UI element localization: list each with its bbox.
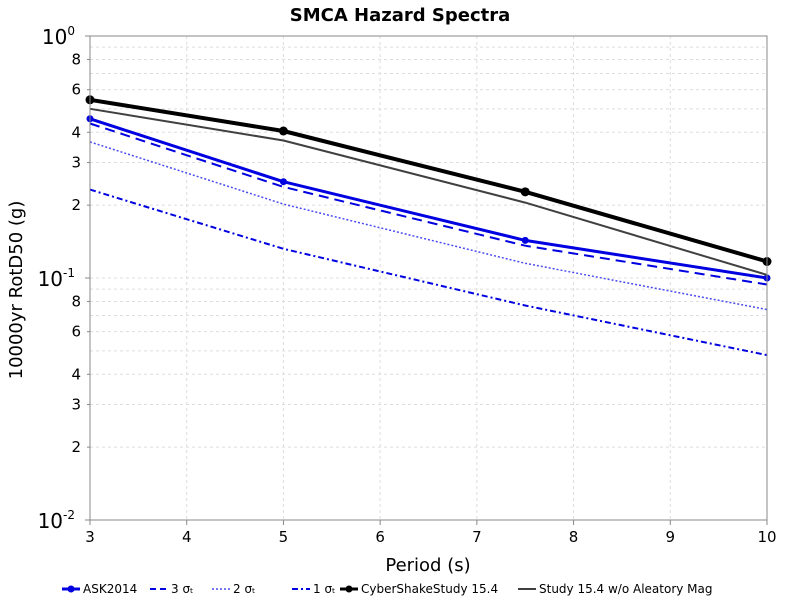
data-point-series-1	[279, 178, 287, 186]
y-minor-tick-label: 6	[71, 81, 81, 99]
y-major-tick-label: 10-1	[38, 266, 75, 291]
legend-label-6: Study 15.4 w/o Aleatory Mag	[539, 582, 713, 596]
y-tick-exponent: -1	[63, 266, 75, 280]
legend: ASK2014 3 σₜ 2 σₜ 1 σₜ CyberShakeStudy 15.4 S…	[62, 582, 713, 596]
data-point-series-5	[278, 126, 288, 136]
grid	[89, 36, 768, 521]
y-minor-tick-label: 2	[71, 196, 81, 214]
y-major-tick-label: 10-2	[38, 508, 75, 533]
x-tick-label: 7	[472, 528, 482, 546]
x-axis-ticks: 3 4 5 6 7 8 9 10	[85, 520, 777, 546]
y-minor-tick-label: 4	[71, 365, 81, 383]
y-tick-exponent: 0	[67, 24, 75, 38]
series-line-5	[89, 97, 768, 264]
data-point-series-5	[520, 187, 530, 197]
legend-marker-5	[345, 585, 353, 593]
chart-title: SMCA Hazard Spectra	[290, 5, 511, 26]
x-tick-label: 5	[279, 528, 289, 546]
series-line-1	[89, 117, 768, 280]
y-minor-tick-label: 3	[71, 396, 81, 414]
series-line-3	[89, 141, 768, 311]
data-point-series-1	[521, 236, 529, 244]
y-minor-tick-label: 4	[71, 123, 81, 141]
x-tick-label: 4	[182, 528, 192, 546]
y-tick-exponent: -2	[63, 508, 75, 522]
y-axis-ticks: 100 10-1 10-2 8 6 4 3 2 8 6 4 3 2	[38, 24, 90, 533]
series-line-2	[89, 122, 768, 286]
series-line-4	[89, 188, 768, 357]
legend-label-2: 3 σₜ	[171, 582, 194, 596]
legend-label-1: ASK2014	[83, 582, 137, 596]
y-minor-tick-label: 8	[71, 50, 81, 68]
y-minor-tick-label: 6	[71, 323, 81, 341]
x-tick-label: 6	[375, 528, 385, 546]
legend-label-4: 1 σₜ	[313, 582, 336, 596]
legend-label-3: 2 σₜ	[233, 582, 256, 596]
y-major-tick-label: 100	[42, 24, 75, 49]
y-minor-tick-label: 3	[71, 154, 81, 172]
y-axis-label: 10000yr RotD50 (g)	[6, 201, 27, 380]
x-tick-label: 9	[666, 528, 676, 546]
x-tick-label: 8	[569, 528, 579, 546]
y-minor-tick-label: 8	[71, 292, 81, 310]
x-axis-label: Period (s)	[385, 555, 470, 576]
x-tick-label: 3	[85, 528, 95, 546]
legend-marker-1	[67, 585, 75, 593]
series-lines	[85, 95, 772, 357]
legend-label-5: CyberShakeStudy 15.4	[361, 582, 498, 596]
series-line-6	[89, 107, 768, 276]
x-tick-label: 10	[757, 528, 776, 546]
y-minor-tick-label: 2	[71, 438, 81, 456]
